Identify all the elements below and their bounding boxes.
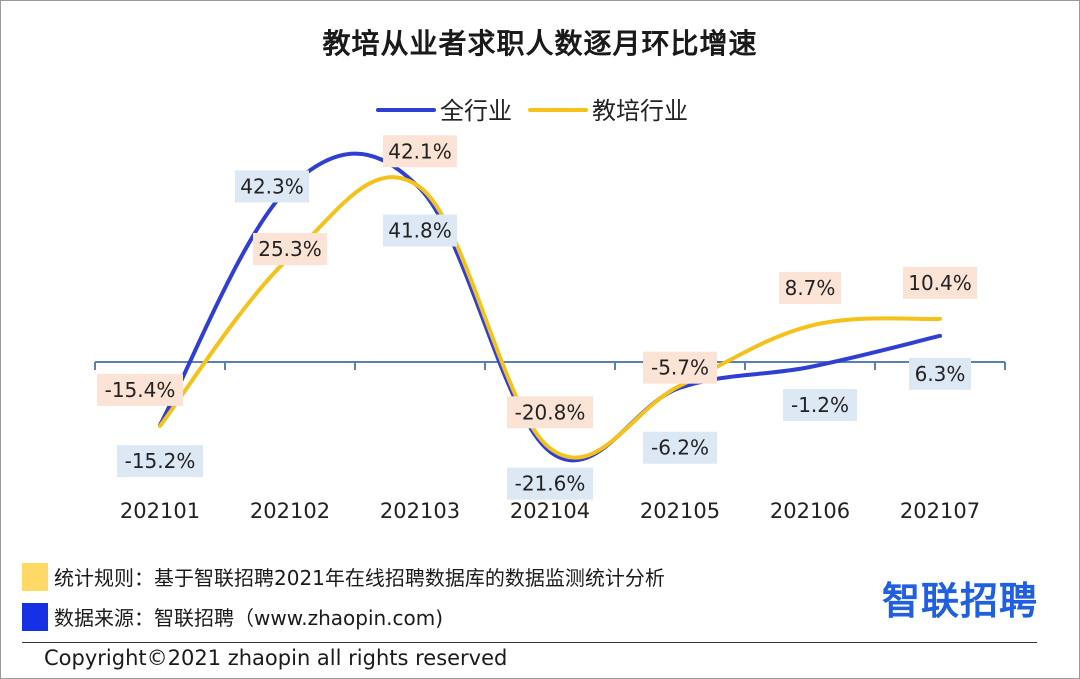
data-label-box-education: [903, 266, 977, 299]
data-label-education: 25.3%: [258, 237, 322, 261]
copyright-text: Copyright©2021 zhaopin all rights reserv…: [44, 646, 508, 670]
data-label-all-industry: -1.2%: [791, 393, 849, 417]
x-tick-label: 202106: [770, 499, 850, 523]
x-tick-label: 202102: [250, 499, 330, 523]
footer-divider: [22, 642, 1037, 643]
data-label-box-education: [383, 135, 457, 168]
line-chart: 202101 202102 202103 202104 202105 202106 2021…: [94, 97, 1006, 523]
data-label-box-all-industry: [909, 357, 971, 390]
data-label-education: -15.4%: [105, 378, 176, 402]
source-swatch: [22, 602, 48, 631]
zhaopin-logo: 智联招聘: [882, 579, 1039, 623]
data-label-box-education: [643, 351, 717, 384]
data-label-box-all-industry: [383, 214, 457, 247]
data-label-all-industry: 42.3%: [240, 174, 304, 198]
legend-label-education: 教培行业: [592, 97, 688, 125]
source-text: 数据来源：智联招聘（www.zhaopin.com): [54, 606, 444, 630]
x-tick-label: 202107: [900, 499, 980, 523]
data-label-box-all-industry: [507, 467, 593, 500]
data-label-education: -20.8%: [515, 400, 586, 424]
data-label-box-education: [507, 396, 593, 429]
rule-swatch: [22, 562, 48, 591]
data-label-box-education: [779, 271, 841, 304]
data-label-education: -5.7%: [651, 356, 709, 380]
data-label-education: 8.7%: [785, 276, 836, 300]
data-label-all-industry: -21.6%: [515, 472, 586, 496]
data-label-all-industry: 41.8%: [388, 219, 452, 243]
data-label-all-industry: -6.2%: [651, 436, 709, 460]
data-label-all-industry: 6.3%: [915, 362, 966, 386]
data-label-all-industry: -15.2%: [125, 449, 196, 473]
rule-text: 统计规则：基于智联招聘2021年在线招聘数据库的数据监测统计分析: [54, 566, 665, 590]
chart-title: 教培从业者求职人数逐月环比增速: [322, 27, 758, 60]
x-tick-label: 202104: [510, 499, 590, 523]
data-label-box-all-industry: [235, 170, 309, 203]
data-label-education: 10.4%: [908, 271, 972, 295]
data-label-education: 42.1%: [388, 139, 452, 163]
data-label-box-all-industry: [117, 445, 203, 478]
footer-rule: 统计规则：基于智联招聘2021年在线招聘数据库的数据监测统计分析: [22, 562, 665, 591]
data-label-box-education: [97, 373, 183, 406]
data-label-box-all-industry: [643, 431, 717, 464]
legend-label-all-industry: 全行业: [440, 97, 512, 125]
x-tick-label: 202101: [120, 499, 200, 523]
footer-source: 数据来源：智联招聘（www.zhaopin.com): [22, 602, 443, 631]
data-label-box-all-industry: [783, 388, 857, 421]
x-tick-label: 202105: [640, 499, 720, 523]
x-tick-label: 202103: [380, 499, 460, 523]
data-label-box-education: [253, 233, 327, 266]
